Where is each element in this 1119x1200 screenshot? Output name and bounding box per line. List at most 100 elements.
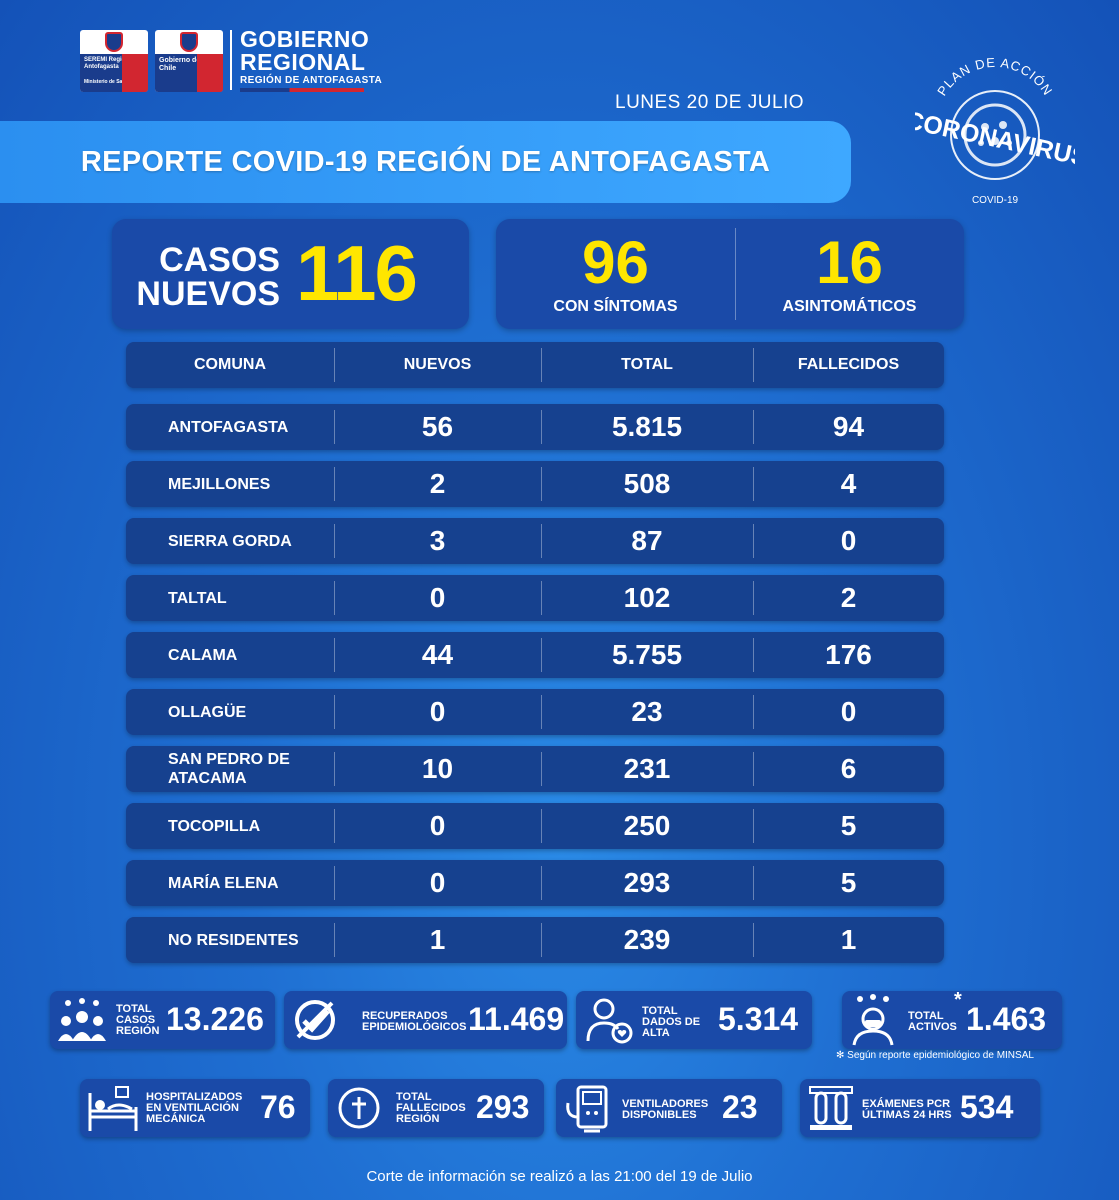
fallecidos-cell: 0 xyxy=(840,696,857,727)
ventilator-icon xyxy=(566,1085,608,1133)
alta-l3: ALTA xyxy=(642,1027,670,1039)
fallecidos-value: 293 xyxy=(476,1089,530,1125)
table-row: TOCOPILLA 0 250 5 xyxy=(126,803,944,849)
total-casos-box: TOTAL CASOS REGIÓN 13.226 xyxy=(50,991,275,1049)
hospital-bed-icon xyxy=(88,1086,138,1131)
total-casos-l3: REGIÓN xyxy=(116,1025,160,1037)
report-date: LUNES 20 DE JULIO xyxy=(615,92,805,113)
total-cell: 5.755 xyxy=(611,639,683,670)
total-cell: 293 xyxy=(623,867,671,898)
gob-line-3: REGIÓN DE ANTOFAGASTA xyxy=(240,75,383,86)
comuna-cell: NO RESIDENTES xyxy=(168,931,299,949)
total-cell: 23 xyxy=(631,696,663,727)
seremi-logo: SEREMI Región de Antofagasta Ministerio … xyxy=(80,30,148,92)
activos-note: ✻ Según reporte epidemiológico de MINSAL xyxy=(836,1050,1034,1061)
asintomaticos-label: ASINTOMÁTICOS xyxy=(782,298,917,315)
table-row: OLLAGÜE 0 23 0 xyxy=(126,689,944,735)
table-row: SIERRA GORDA 3 87 0 xyxy=(126,518,944,564)
gobierno-chile-logo-text: Gobierno de Chile xyxy=(159,57,201,72)
fallecidos-cell: 6 xyxy=(840,753,857,784)
ventiladores-l1: VENTILADORES xyxy=(622,1098,709,1110)
fallecidos-cell: 4 xyxy=(840,468,857,499)
pcr-l2: ÚLTIMAS 24 HRS xyxy=(862,1109,952,1121)
activos-l1: TOTAL xyxy=(908,1010,944,1022)
virus-check-icon xyxy=(295,1000,335,1040)
nuevos-cell: 0 xyxy=(429,867,446,898)
comuna-cell: MARÍA ELENA xyxy=(168,874,279,892)
table-row: TALTAL 0 102 2 xyxy=(126,575,944,621)
asintomaticos-value: 16 xyxy=(816,229,883,296)
fallecidos-cell: 176 xyxy=(825,639,872,670)
comuna-cell: SIERRA GORDA xyxy=(168,532,292,550)
hosp-l3: MECÁNICA xyxy=(146,1113,206,1125)
nuevos-cell: 3 xyxy=(429,525,446,556)
hosp-l2: EN VENTILACIÓN xyxy=(146,1102,239,1114)
flag-bar xyxy=(240,88,364,92)
col-comuna: COMUNA xyxy=(194,356,266,373)
badge-main-text: CORONAVIRUS xyxy=(915,106,1075,172)
ventiladores-box: VENTILADORES DISPONIBLES 23 xyxy=(556,1079,782,1137)
table-row: SAN PEDRO DE ATACAMA 10 231 6 xyxy=(126,746,944,792)
col-total: TOTAL xyxy=(621,356,673,373)
person-heart-icon xyxy=(586,998,633,1044)
con-sintomas-value: 96 xyxy=(582,229,649,296)
gob-line-1: GOBIERNO xyxy=(240,26,370,52)
virus-icon xyxy=(963,103,1027,167)
sintomas-card xyxy=(496,219,964,329)
nuevos-cell: 0 xyxy=(429,582,446,613)
activos-box: TOTAL ACTIVOS * 1.463 xyxy=(842,989,1062,1049)
hospitalizados-value: 76 xyxy=(260,1089,296,1125)
alta-l1: TOTAL xyxy=(642,1005,678,1017)
chile-shield-icon xyxy=(105,32,123,52)
masked-person-icon xyxy=(852,994,894,1046)
total-cell: 508 xyxy=(623,468,671,499)
fallecidos-cell: 5 xyxy=(840,867,857,898)
ventiladores-l2: DISPONIBLES xyxy=(622,1109,697,1121)
nuevos-cell: 10 xyxy=(421,753,454,784)
nuevos-cell: 0 xyxy=(429,810,446,841)
casos-label-1: CASOS xyxy=(159,241,280,279)
activos-l2: ACTIVOS xyxy=(908,1021,957,1033)
comuna-cell: MEJILLONES xyxy=(168,475,271,493)
comuna-cell: SAN PEDRO DE ATACAMA xyxy=(168,751,290,787)
fallecidos-box: TOTAL FALLECIDOS REGIÓN 293 xyxy=(328,1079,544,1137)
fallecidos-l3: REGIÓN xyxy=(396,1113,440,1125)
page-title: REPORTE COVID-19 REGIÓN DE ANTOFAGASTA xyxy=(0,121,851,203)
total-casos-l2: CASOS xyxy=(116,1014,156,1026)
con-sintomas-label: CON SÍNTOMAS xyxy=(553,298,678,315)
sintomas-divider xyxy=(735,228,736,320)
cross-icon xyxy=(338,1087,380,1129)
fallecidos-l2: FALLECIDOS xyxy=(396,1102,466,1114)
crowd-icon xyxy=(58,998,106,1041)
ventiladores-value: 23 xyxy=(722,1089,758,1125)
hospitalizados-box: HOSPITALIZADOS EN VENTILACIÓN MECÁNICA 7… xyxy=(80,1079,310,1137)
nuevos-cell: 2 xyxy=(429,468,446,499)
seremi-logo-text: SEREMI Región de Antofagasta xyxy=(84,57,138,70)
total-cell: 231 xyxy=(623,753,671,784)
gob-line-2: REGIONAL xyxy=(240,49,366,75)
alta-l2: DADOS DE xyxy=(642,1016,701,1028)
badge-sub-text: COVID-19 xyxy=(972,195,1019,206)
table-header: COMUNA NUEVOS TOTAL FALLECIDOS xyxy=(126,342,944,388)
header-divider xyxy=(230,30,232,90)
total-cell: 250 xyxy=(623,810,671,841)
comuna-cell: ANTOFAGASTA xyxy=(168,418,289,436)
fallecidos-cell: 94 xyxy=(832,411,865,442)
fallecidos-cell: 0 xyxy=(840,525,857,556)
table-row: MEJILLONES 2 508 4 xyxy=(126,461,944,507)
chile-shield-icon xyxy=(180,32,198,52)
col-nuevos: NUEVOS xyxy=(403,356,472,373)
activos-asterisk: * xyxy=(954,989,962,1011)
casos-nuevos-label: CASOS NUEVOS xyxy=(120,243,280,311)
coronavirus-badge: PLAN DE ACCIÓN CORONAVIRUS COVID-19 xyxy=(915,55,1075,206)
table-row: CALAMA 44 5.755 176 xyxy=(126,632,944,678)
fallecidos-cell: 5 xyxy=(840,810,857,841)
comuna-cell: OLLAGÜE xyxy=(168,703,247,721)
comuna-cell: CALAMA xyxy=(168,646,238,664)
alta-box: TOTAL DADOS DE ALTA 5.314 xyxy=(576,991,812,1049)
total-cell: 102 xyxy=(623,582,671,613)
recuperados-l2: EPIDEMIOLÓGICOS xyxy=(362,1021,467,1033)
col-fallecidos: FALLECIDOS xyxy=(797,356,900,373)
gobierno-chile-logo: Gobierno de Chile gob.cl xyxy=(155,30,223,92)
fallecidos-l1: TOTAL xyxy=(396,1091,432,1103)
